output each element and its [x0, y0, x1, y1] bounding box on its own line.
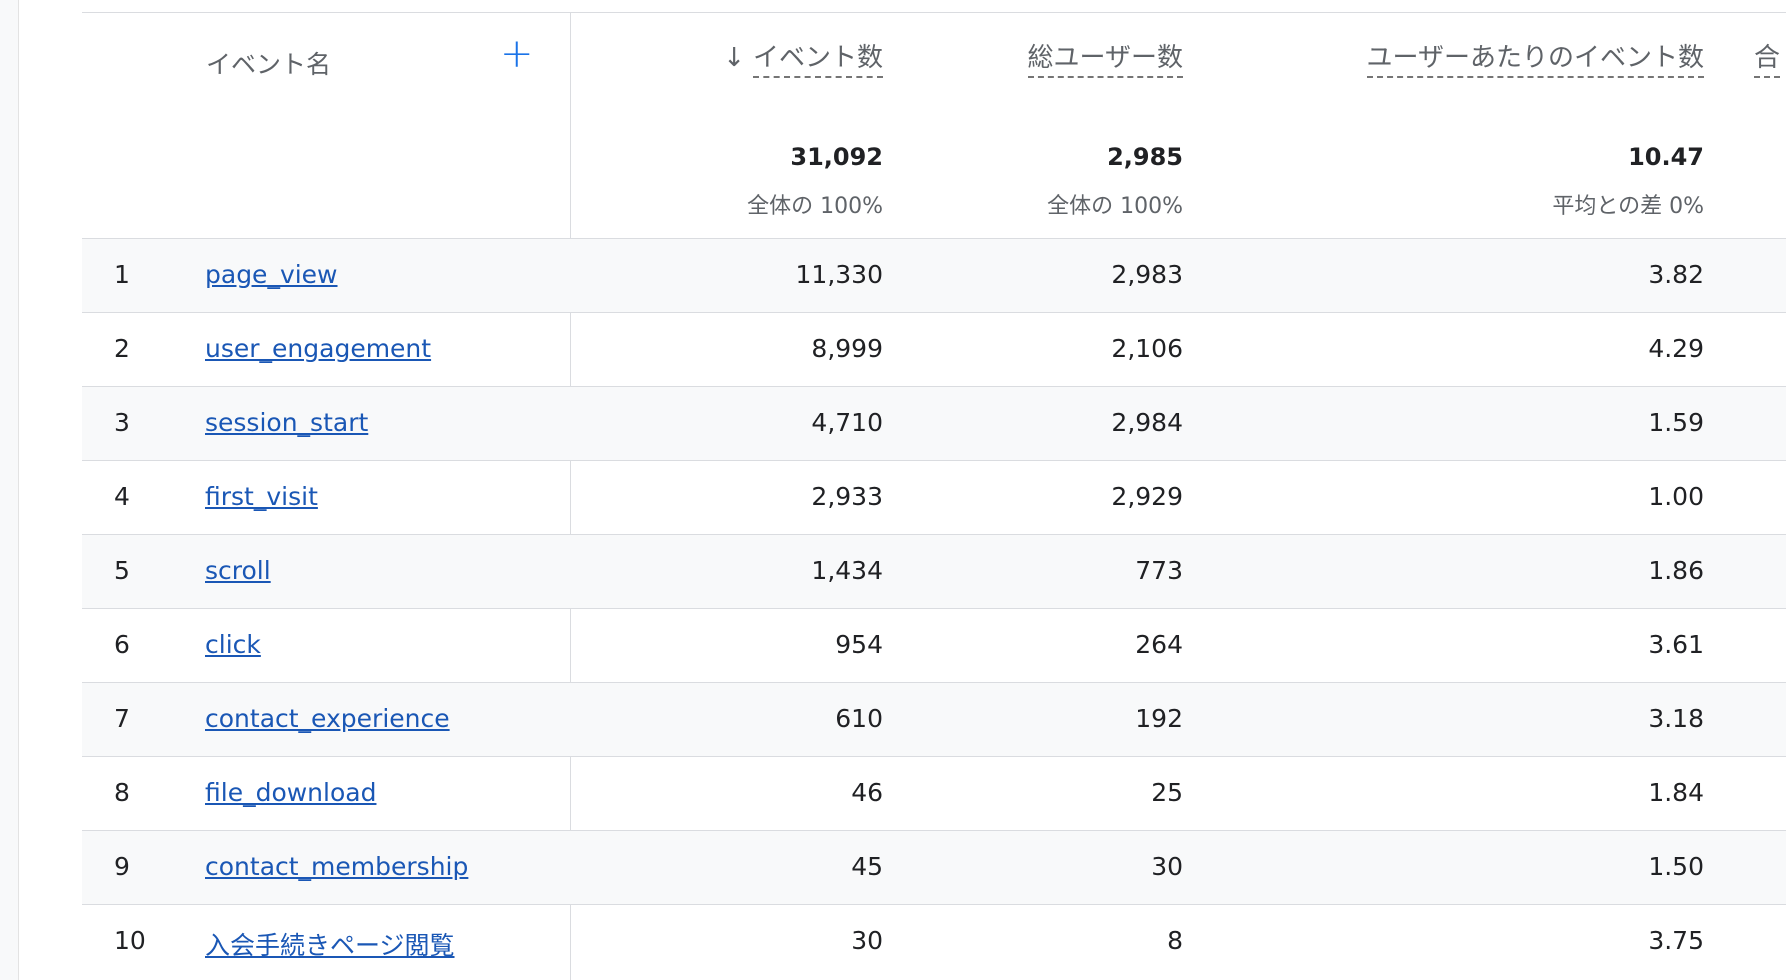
events-per-user: 1.59	[1648, 408, 1704, 437]
header-event-name: イベント名	[206, 50, 332, 79]
table-row: 10 入会手続きページ閲覧 30 8 3.75	[82, 904, 1786, 978]
row-index: 3	[114, 408, 130, 437]
event-link[interactable]: click	[205, 630, 261, 659]
event-link[interactable]: 入会手続きページ閲覧	[205, 931, 455, 960]
row-index: 8	[114, 778, 130, 807]
event-count: 4,710	[811, 408, 883, 437]
events-per-user: 4.29	[1648, 334, 1704, 363]
event-count: 8,999	[811, 334, 883, 363]
event-link[interactable]: first_visit	[205, 482, 318, 511]
table-body: 1 page_view 11,330 2,983 3.82 2 user_eng…	[82, 238, 1786, 978]
user-count: 2,106	[1111, 334, 1183, 363]
total-events: 31,092	[790, 143, 883, 171]
table-row: 1 page_view 11,330 2,983 3.82	[82, 238, 1786, 312]
total-per-user-diff: 平均との差 0%	[1552, 194, 1704, 219]
row-index: 9	[114, 852, 130, 881]
row-index: 10	[114, 926, 146, 955]
events-per-user: 1.50	[1648, 852, 1704, 881]
header-next-column-label[interactable]: 合	[1754, 43, 1781, 78]
user-count: 2,984	[1111, 408, 1183, 437]
events-table: イベント名 + ↓ イベント数 総ユーザー数 ユーザーあたりのイベント数 合 31…	[82, 12, 1786, 980]
header-total-users-label[interactable]: 総ユーザー数	[1027, 43, 1183, 78]
event-link[interactable]: scroll	[205, 556, 271, 585]
row-index: 2	[114, 334, 130, 363]
event-count: 11,330	[795, 260, 883, 289]
event-link[interactable]: file_download	[205, 778, 377, 807]
header-event-count[interactable]: ↓ イベント数	[723, 37, 883, 78]
header-total-users[interactable]: 総ユーザー数	[1027, 37, 1183, 78]
add-dimension-button[interactable]: +	[500, 31, 534, 77]
events-per-user: 3.18	[1648, 704, 1704, 733]
table-row: 8 file_download 46 25 1.84	[82, 756, 1786, 830]
events-per-user: 3.61	[1648, 630, 1704, 659]
event-count: 46	[851, 778, 883, 807]
row-index: 7	[114, 704, 130, 733]
user-count: 264	[1135, 630, 1183, 659]
table-row: 9 contact_membership 45 30 1.50	[82, 830, 1786, 904]
table-row: 5 scroll 1,434 773 1.86	[82, 534, 1786, 608]
events-per-user: 1.00	[1648, 482, 1704, 511]
header-events-per-user[interactable]: ユーザーあたりのイベント数	[1366, 37, 1704, 78]
events-per-user: 3.75	[1648, 926, 1704, 955]
event-link[interactable]: session_start	[205, 408, 369, 437]
header-events-per-user-label[interactable]: ユーザーあたりのイベント数	[1366, 43, 1704, 78]
events-per-user: 1.86	[1648, 556, 1704, 585]
event-link[interactable]: page_view	[205, 260, 338, 289]
table-row: 3 session_start 4,710 2,984 1.59	[82, 386, 1786, 460]
event-count: 30	[851, 926, 883, 955]
table-row: 2 user_engagement 8,999 2,106 4.29	[82, 312, 1786, 386]
event-link[interactable]: contact_membership	[205, 852, 469, 881]
row-index: 6	[114, 630, 130, 659]
user-count: 25	[1151, 778, 1183, 807]
table-top-border	[82, 12, 1786, 13]
row-index: 1	[114, 260, 130, 289]
user-count: 2,983	[1111, 260, 1183, 289]
table-row: 7 contact_experience 610 192 3.18	[82, 682, 1786, 756]
events-per-user: 3.82	[1648, 260, 1704, 289]
header-event-count-label[interactable]: イベント数	[752, 43, 883, 78]
table-row: 4 first_visit 2,933 2,929 1.00	[82, 460, 1786, 534]
event-link[interactable]: user_engagement	[205, 334, 432, 363]
event-count: 1,434	[811, 556, 883, 585]
total-per-user: 10.47	[1628, 143, 1704, 171]
user-count: 773	[1135, 556, 1183, 585]
total-users-share: 全体の 100%	[1047, 194, 1183, 219]
events-per-user: 1.84	[1648, 778, 1704, 807]
table-row: 6 click 954 264 3.61	[82, 608, 1786, 682]
total-users: 2,985	[1107, 143, 1183, 171]
event-count: 45	[851, 852, 883, 881]
event-count: 2,933	[811, 482, 883, 511]
event-count: 610	[835, 704, 883, 733]
event-count: 954	[835, 630, 883, 659]
column-divider	[570, 12, 571, 980]
header-next-column[interactable]: 合	[1754, 37, 1781, 78]
user-count: 8	[1167, 926, 1183, 955]
left-panel-edge	[0, 0, 19, 980]
total-events-share: 全体の 100%	[747, 194, 883, 219]
user-count: 192	[1135, 704, 1183, 733]
user-count: 30	[1151, 852, 1183, 881]
sort-down-icon[interactable]: ↓	[723, 43, 745, 73]
row-index: 4	[114, 482, 130, 511]
row-index: 5	[114, 556, 130, 585]
user-count: 2,929	[1111, 482, 1183, 511]
event-link[interactable]: contact_experience	[205, 704, 450, 733]
